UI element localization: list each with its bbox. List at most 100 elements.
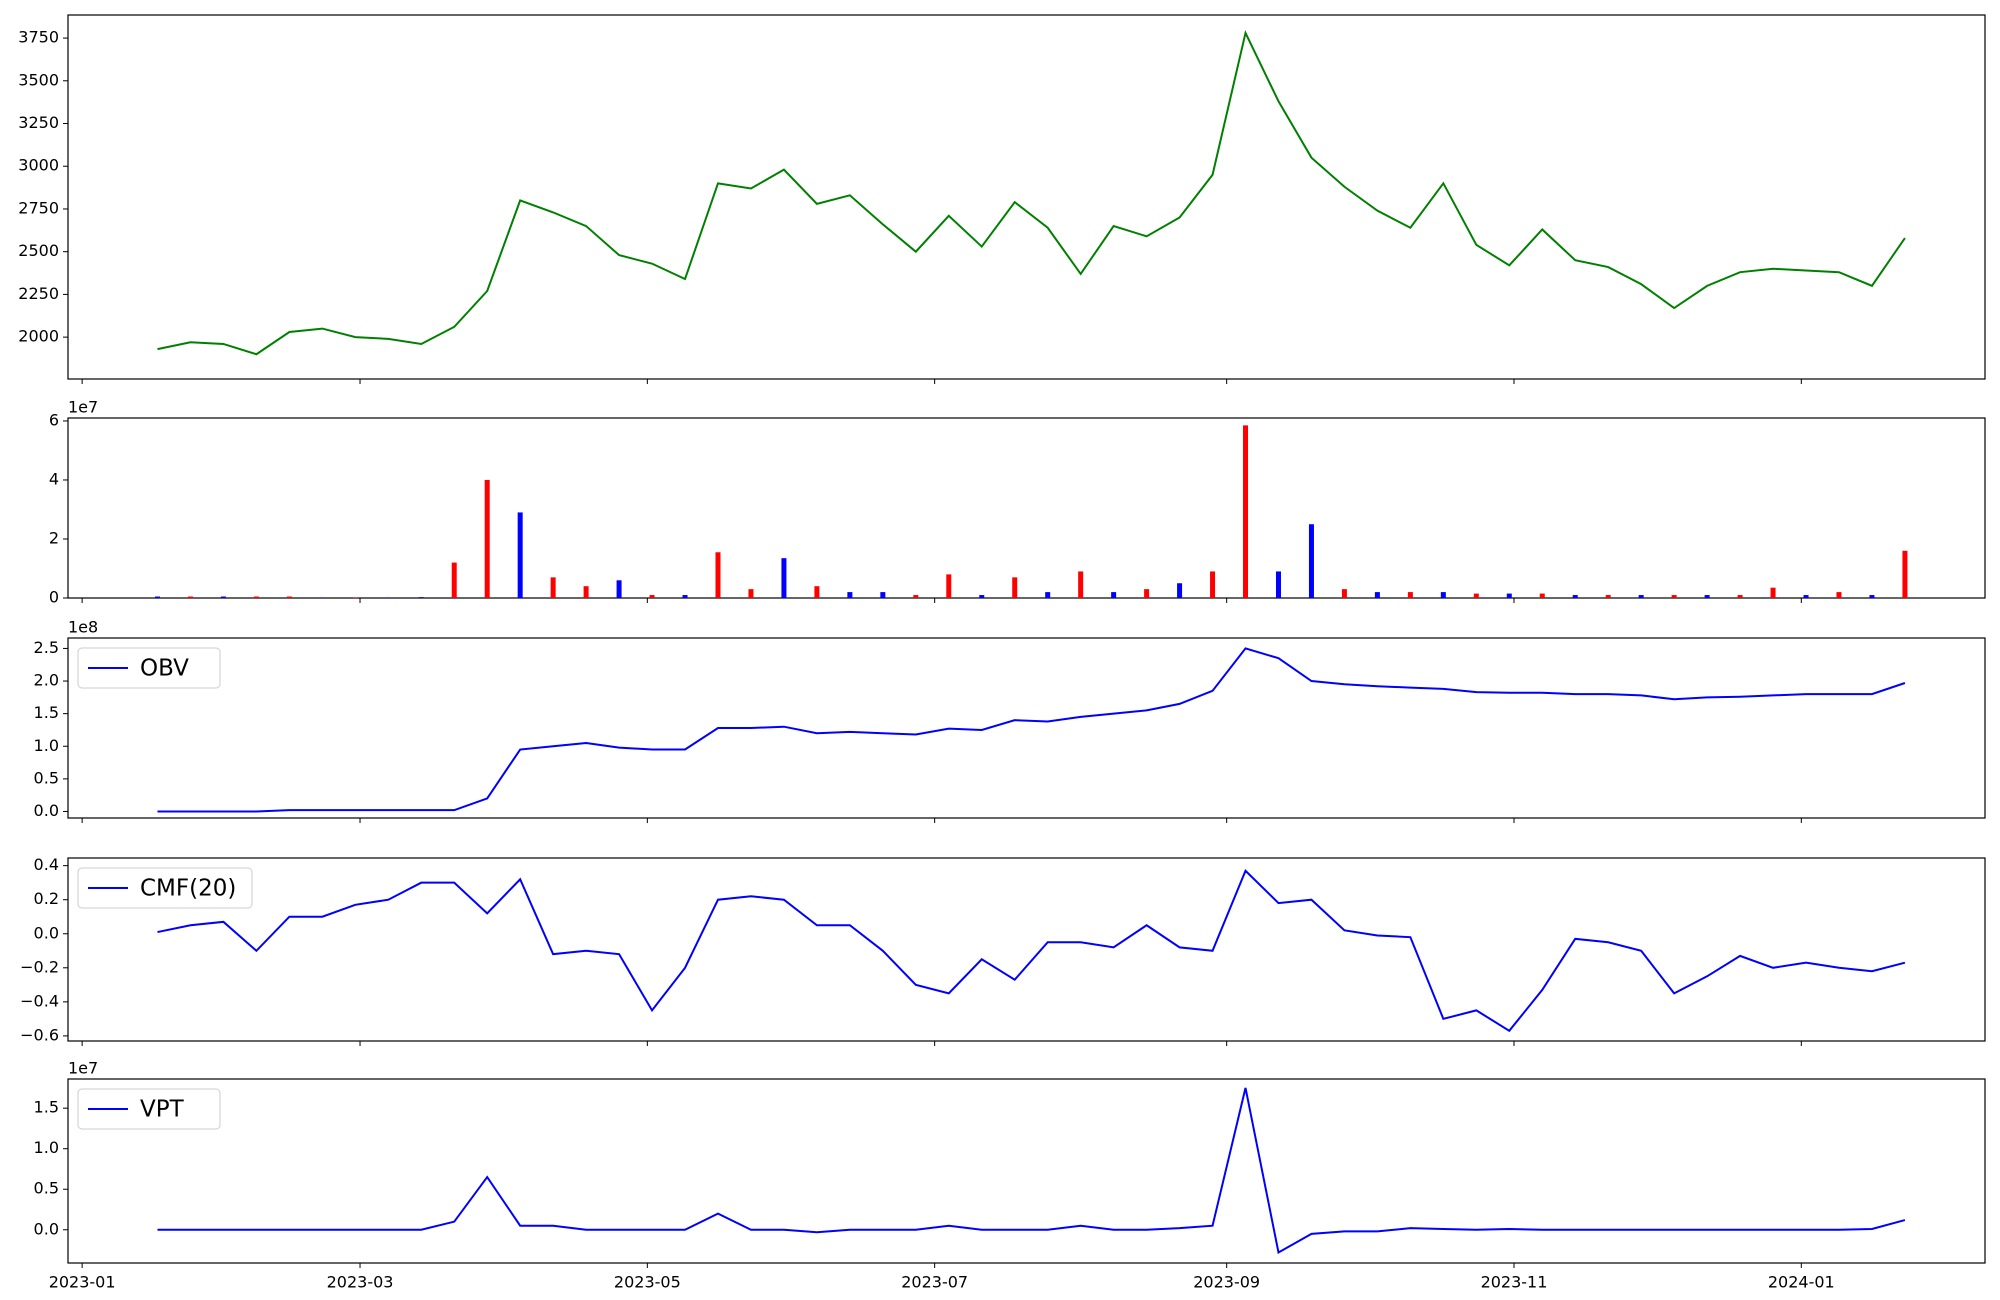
y-tick-label: 0.5 bbox=[34, 768, 59, 787]
y-tick-label: 3500 bbox=[18, 70, 59, 89]
y-tick-label: −0.4 bbox=[20, 991, 59, 1010]
axes-frame bbox=[67, 857, 1986, 1042]
x-tick-label: 2023-01 bbox=[49, 1273, 116, 1292]
legend-label: OBV bbox=[140, 656, 189, 682]
bar bbox=[1177, 583, 1183, 598]
bar bbox=[1210, 571, 1216, 598]
bar bbox=[1374, 592, 1380, 598]
bar bbox=[1341, 589, 1347, 598]
bar bbox=[1803, 595, 1809, 598]
x-tick-label: 2023-07 bbox=[901, 1273, 968, 1292]
bar bbox=[286, 596, 292, 598]
x-tick-label: 2023-09 bbox=[1193, 1273, 1260, 1292]
bar bbox=[880, 592, 886, 598]
axes-frame bbox=[67, 1078, 1986, 1264]
y-tick-label: 3000 bbox=[18, 156, 59, 175]
y-tick-label: 1.0 bbox=[34, 1138, 59, 1157]
bar bbox=[682, 595, 688, 598]
y-tick-label: 0.0 bbox=[34, 801, 59, 820]
bar bbox=[517, 512, 523, 598]
x-tick-label: 2023-03 bbox=[327, 1273, 394, 1292]
y-tick-label: 2750 bbox=[18, 198, 59, 217]
bar bbox=[781, 558, 787, 598]
bar bbox=[484, 479, 490, 598]
y-tick-label: 0 bbox=[49, 588, 59, 607]
bar bbox=[1144, 589, 1150, 598]
bar bbox=[1506, 593, 1512, 598]
x-tick-label: 2023-11 bbox=[1481, 1273, 1548, 1292]
bar bbox=[1572, 595, 1578, 598]
line bbox=[157, 1087, 1906, 1255]
bar bbox=[1671, 595, 1677, 598]
bar bbox=[1308, 524, 1314, 598]
bar bbox=[385, 597, 391, 598]
bar bbox=[1440, 592, 1446, 598]
bar bbox=[253, 596, 259, 598]
bar bbox=[352, 597, 358, 598]
bar bbox=[1737, 595, 1743, 598]
axes-frame bbox=[67, 417, 1986, 599]
y-tick-label: 0.4 bbox=[34, 855, 59, 874]
legend-label: VPT bbox=[140, 1097, 185, 1123]
legend-box bbox=[77, 647, 221, 689]
bar bbox=[154, 596, 160, 598]
bar bbox=[1539, 593, 1545, 598]
bar bbox=[1111, 592, 1117, 598]
y-tick-label: 1.5 bbox=[34, 703, 59, 722]
bar bbox=[748, 589, 754, 598]
bar bbox=[814, 586, 820, 598]
bar bbox=[1770, 587, 1776, 598]
axes-frame bbox=[67, 637, 1986, 819]
y-offset-label: 1e7 bbox=[68, 1059, 98, 1078]
bar bbox=[319, 597, 325, 598]
y-tick-label: 3750 bbox=[18, 28, 59, 47]
y-tick-label: −0.6 bbox=[20, 1025, 59, 1044]
legend-box bbox=[77, 867, 253, 909]
bar bbox=[715, 552, 721, 598]
bar bbox=[1704, 595, 1710, 598]
y-tick-label: 6 bbox=[49, 410, 59, 429]
line bbox=[157, 869, 1906, 1033]
bar bbox=[1012, 577, 1018, 598]
y-tick-label: 2500 bbox=[18, 241, 59, 260]
legend-box bbox=[77, 1088, 221, 1130]
bar bbox=[1902, 550, 1908, 598]
y-tick-label: 2.0 bbox=[34, 671, 59, 690]
bar bbox=[946, 574, 952, 598]
bar bbox=[1243, 425, 1249, 598]
bar bbox=[550, 577, 556, 598]
bar bbox=[1407, 592, 1413, 598]
y-tick-label: 1.5 bbox=[34, 1098, 59, 1117]
bar bbox=[1275, 571, 1281, 598]
y-tick-label: 2000 bbox=[18, 327, 59, 346]
y-tick-label: 2.5 bbox=[34, 638, 59, 657]
bar bbox=[1045, 592, 1051, 598]
legend-label: CMF(20) bbox=[140, 876, 236, 902]
y-tick-label: 0.0 bbox=[34, 923, 59, 942]
y-offset-label: 1e7 bbox=[68, 398, 98, 417]
y-tick-label: 2 bbox=[49, 528, 59, 547]
bar bbox=[979, 595, 985, 598]
bar bbox=[451, 562, 457, 598]
x-tick-label: 2023-05 bbox=[614, 1273, 681, 1292]
y-tick-label: 3250 bbox=[18, 113, 59, 132]
bar bbox=[583, 586, 589, 598]
y-tick-label: 0.2 bbox=[34, 889, 59, 908]
y-tick-label: 4 bbox=[49, 469, 59, 488]
line bbox=[157, 29, 1906, 356]
bar bbox=[1869, 595, 1875, 598]
y-tick-label: 0.0 bbox=[34, 1219, 59, 1238]
x-tick-label: 2024-01 bbox=[1768, 1273, 1835, 1292]
y-tick-label: −0.2 bbox=[20, 957, 59, 976]
y-tick-label: 1.0 bbox=[34, 736, 59, 755]
bar bbox=[847, 592, 853, 598]
bar bbox=[1078, 571, 1084, 598]
bar bbox=[616, 580, 622, 598]
y-offset-label: 1e8 bbox=[68, 618, 98, 637]
bar bbox=[649, 595, 655, 598]
y-tick-label: 2250 bbox=[18, 284, 59, 303]
y-tick-label: 0.5 bbox=[34, 1179, 59, 1198]
bar bbox=[1638, 595, 1644, 598]
bar bbox=[418, 597, 424, 598]
